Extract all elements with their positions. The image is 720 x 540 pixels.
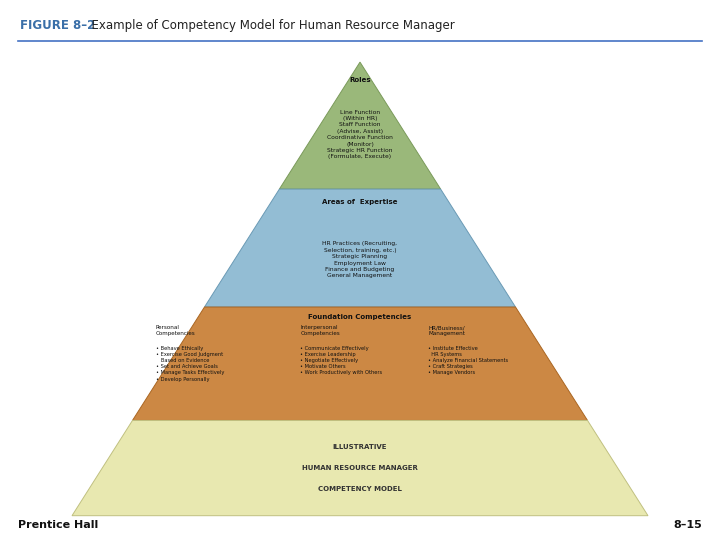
Text: HUMAN RESOURCE MANAGER: HUMAN RESOURCE MANAGER <box>302 465 418 471</box>
Text: HR Practices (Recruiting,
Selection, training, etc.)
Strategic Planning
Employme: HR Practices (Recruiting, Selection, tra… <box>323 241 397 278</box>
Text: • Behave Ethically
• Exercise Good Judgment
   Based on Evidence
• Set and Achie: • Behave Ethically • Exercise Good Judgm… <box>156 346 224 382</box>
Text: Example of Competency Model for Human Resource Manager: Example of Competency Model for Human Re… <box>84 19 454 32</box>
Polygon shape <box>132 307 588 421</box>
Text: Areas of  Expertise: Areas of Expertise <box>323 199 397 205</box>
Text: • Institute Effective
  HR Systems
• Analyze Financial Statements
• Craft Strate: • Institute Effective HR Systems • Analy… <box>428 346 508 375</box>
Text: Line Function
(Within HR)
Staff Function
(Advise, Assist)
Coordinative Function
: Line Function (Within HR) Staff Function… <box>327 110 393 159</box>
Polygon shape <box>204 189 516 307</box>
Text: COMPETENCY MODEL: COMPETENCY MODEL <box>318 486 402 492</box>
Polygon shape <box>279 62 441 189</box>
Text: • Communicate Effectively
• Exercise Leadership
• Negotiate Effectively
• Motiva: • Communicate Effectively • Exercise Lea… <box>300 346 382 375</box>
Text: Interpersonal
Competencies: Interpersonal Competencies <box>300 325 340 336</box>
Text: Prentice Hall: Prentice Hall <box>18 520 98 530</box>
Text: Personal
Competencies: Personal Competencies <box>156 325 195 336</box>
Text: HR/Business/
Management: HR/Business/ Management <box>428 325 465 336</box>
Text: Foundation Competencies: Foundation Competencies <box>308 314 412 320</box>
Polygon shape <box>72 421 648 516</box>
Text: FIGURE 8–2: FIGURE 8–2 <box>20 19 96 32</box>
Text: 8–15: 8–15 <box>673 520 702 530</box>
Text: ILLUSTRATIVE: ILLUSTRATIVE <box>333 444 387 450</box>
Text: Roles: Roles <box>349 77 371 83</box>
